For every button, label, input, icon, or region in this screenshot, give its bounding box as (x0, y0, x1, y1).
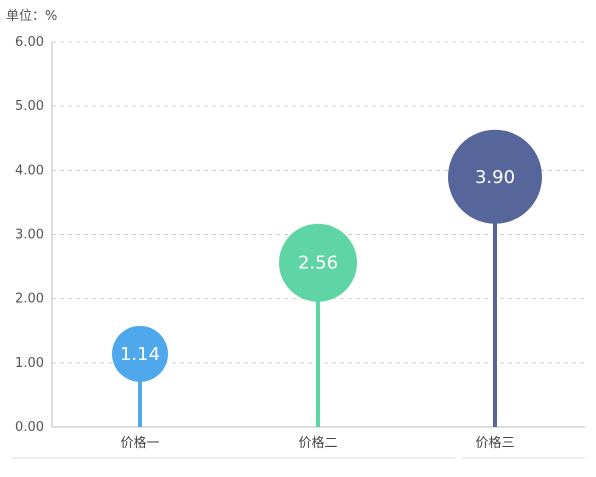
y-tick-label: 3.00 (15, 228, 44, 243)
value-label: 1.14 (120, 344, 160, 365)
lollipop-head (112, 325, 168, 382)
x-tick-label: 价格三 (475, 435, 514, 451)
unit-label: 单位：% (6, 9, 57, 24)
x-tick-labels: 价格一 价格二 价格三 (120, 435, 514, 451)
lollipop-stem (493, 176, 497, 427)
y-tick-label: 0.00 (15, 420, 44, 435)
lollipop-head (279, 223, 357, 302)
lollipop-marks: 1.14 2.56 3.90 (112, 129, 542, 427)
y-tick-labels: 0.00 1.00 2.00 3.00 4.00 5.00 6.00 (15, 35, 44, 435)
y-tick-label: 1.00 (15, 356, 44, 371)
lollipop-stem (316, 262, 320, 427)
value-label: 3.90 (475, 167, 515, 188)
lollipop-stem (138, 353, 142, 427)
y-tick-label: 6.00 (15, 35, 44, 50)
y-tick-label: 5.00 (15, 99, 44, 114)
y-tick-label: 2.00 (15, 292, 44, 307)
x-tick-label: 价格二 (298, 435, 337, 451)
x-tick-label: 价格一 (120, 435, 159, 451)
y-tick-label: 4.00 (15, 163, 44, 178)
value-label: 2.56 (298, 253, 338, 274)
lollipop-head (448, 129, 542, 224)
